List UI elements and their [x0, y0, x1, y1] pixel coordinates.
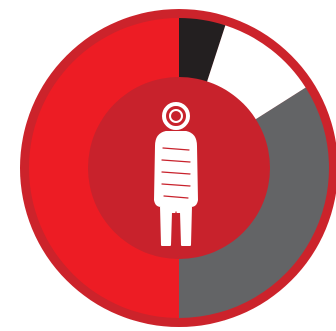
person-icon	[154, 102, 198, 246]
